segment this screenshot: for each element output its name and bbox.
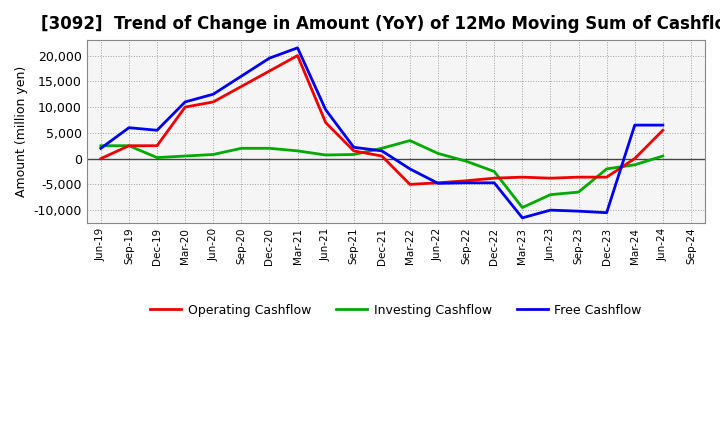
Investing Cashflow [405,138,414,143]
Operating Cashflow [153,143,161,148]
Operating Cashflow [462,178,470,183]
Operating Cashflow [518,175,526,180]
Line: Operating Cashflow: Operating Cashflow [101,55,663,184]
Operating Cashflow [237,84,246,89]
Operating Cashflow [96,156,105,161]
Free Cashflow [349,145,358,150]
Title: [3092]  Trend of Change in Amount (YoY) of 12Mo Moving Sum of Cashflows: [3092] Trend of Change in Amount (YoY) o… [41,15,720,33]
Line: Free Cashflow: Free Cashflow [101,48,663,218]
Operating Cashflow [575,175,583,180]
Free Cashflow [433,181,442,186]
Free Cashflow [153,128,161,133]
Y-axis label: Amount (million yen): Amount (million yen) [15,66,28,197]
Operating Cashflow [490,176,498,181]
Investing Cashflow [659,154,667,159]
Investing Cashflow [209,152,217,157]
Free Cashflow [659,122,667,128]
Investing Cashflow [546,192,555,197]
Operating Cashflow [377,154,386,159]
Operating Cashflow [125,143,133,148]
Legend: Operating Cashflow, Investing Cashflow, Free Cashflow: Operating Cashflow, Investing Cashflow, … [145,299,647,322]
Free Cashflow [518,215,526,220]
Free Cashflow [125,125,133,130]
Free Cashflow [209,92,217,97]
Investing Cashflow [631,162,639,168]
Investing Cashflow [349,152,358,157]
Free Cashflow [181,99,189,105]
Investing Cashflow [575,190,583,195]
Operating Cashflow [433,180,442,186]
Free Cashflow [377,148,386,154]
Investing Cashflow [490,169,498,174]
Operating Cashflow [546,176,555,181]
Investing Cashflow [153,155,161,160]
Free Cashflow [631,122,639,128]
Investing Cashflow [181,154,189,159]
Operating Cashflow [293,53,302,58]
Free Cashflow [321,107,330,112]
Investing Cashflow [603,166,611,172]
Operating Cashflow [349,148,358,154]
Investing Cashflow [125,143,133,148]
Free Cashflow [96,146,105,151]
Investing Cashflow [265,146,274,151]
Free Cashflow [603,210,611,215]
Investing Cashflow [321,152,330,158]
Investing Cashflow [377,146,386,151]
Free Cashflow [293,45,302,51]
Operating Cashflow [631,156,639,161]
Operating Cashflow [321,120,330,125]
Free Cashflow [462,180,470,186]
Investing Cashflow [237,146,246,151]
Investing Cashflow [433,151,442,156]
Investing Cashflow [293,148,302,154]
Free Cashflow [405,166,414,172]
Free Cashflow [575,209,583,214]
Line: Investing Cashflow: Investing Cashflow [101,140,663,208]
Free Cashflow [265,55,274,61]
Free Cashflow [546,208,555,213]
Free Cashflow [237,73,246,79]
Operating Cashflow [181,104,189,110]
Operating Cashflow [659,128,667,133]
Operating Cashflow [405,182,414,187]
Free Cashflow [490,180,498,186]
Operating Cashflow [603,175,611,180]
Investing Cashflow [462,158,470,164]
Investing Cashflow [518,205,526,210]
Operating Cashflow [209,99,217,105]
Operating Cashflow [265,68,274,73]
Investing Cashflow [96,143,105,148]
